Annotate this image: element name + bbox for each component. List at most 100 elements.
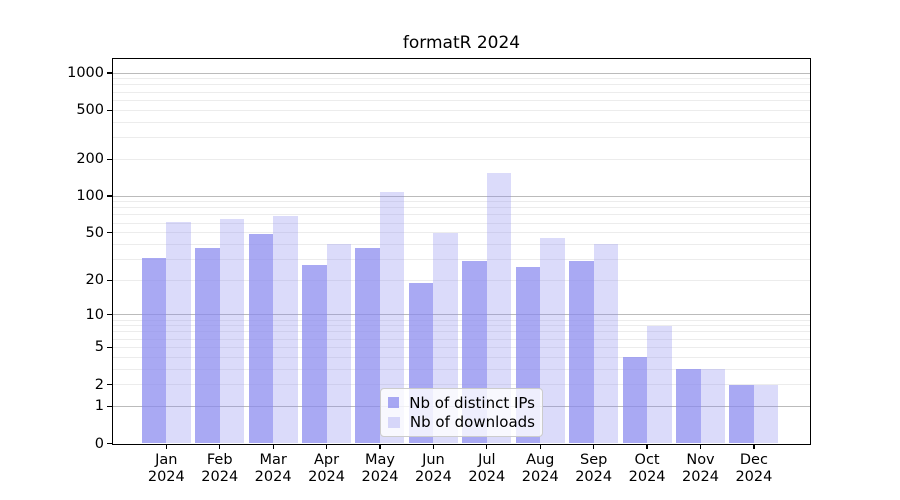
y-tick-label: 100 bbox=[76, 188, 104, 204]
chart-title: formatR 2024 bbox=[402, 33, 521, 53]
bar-apr-2024-downloads bbox=[326, 244, 352, 444]
bar-feb-2024-distinct-ips bbox=[195, 248, 220, 444]
legend: Nb of distinct IPs Nb of downloads bbox=[380, 388, 543, 437]
x-tick-label: Mar 2024 bbox=[254, 451, 292, 485]
y-tick-label: 20 bbox=[85, 272, 104, 289]
minor-gridline bbox=[113, 232, 810, 234]
minor-gridline bbox=[113, 99, 810, 101]
minor-gridline bbox=[113, 109, 810, 111]
x-tick bbox=[165, 443, 167, 449]
bar-may-2024-distinct-ips bbox=[355, 248, 380, 444]
x-tick bbox=[486, 443, 488, 449]
x-tick-label: Jun 2024 bbox=[414, 451, 452, 485]
minor-gridline bbox=[113, 258, 810, 260]
y-tick-label: 0 bbox=[94, 435, 104, 452]
x-tick-label: Jul 2024 bbox=[468, 451, 506, 485]
x-tick bbox=[593, 443, 595, 449]
x-tick bbox=[699, 443, 702, 449]
bar-sep-2024-downloads bbox=[593, 244, 619, 444]
bar-nov-2024-downloads bbox=[700, 369, 725, 444]
y-tick bbox=[107, 383, 113, 386]
minor-gridline bbox=[113, 356, 810, 358]
y-tick bbox=[107, 109, 113, 111]
y-tick bbox=[107, 195, 113, 197]
y-tick-label: 10 bbox=[85, 306, 104, 323]
y-tick-label: 500 bbox=[76, 102, 104, 119]
bar-mar-2024-downloads bbox=[273, 216, 298, 444]
bar-oct-2024-distinct-ips bbox=[622, 357, 648, 444]
legend-item-downloads: Nb of downloads bbox=[388, 413, 535, 431]
legend-label-distinct-ips: Nb of distinct IPs bbox=[409, 393, 535, 412]
minor-gridline bbox=[113, 368, 810, 370]
minor-gridline bbox=[113, 325, 810, 327]
y-tick bbox=[107, 346, 113, 348]
x-tick-label: Oct 2024 bbox=[628, 451, 666, 485]
bar-nov-2024-distinct-ips bbox=[676, 369, 701, 444]
x-tick bbox=[432, 443, 434, 449]
minor-gridline bbox=[113, 243, 810, 245]
legend-label-downloads: Nb of downloads bbox=[409, 413, 535, 432]
minor-gridline bbox=[113, 136, 810, 138]
minor-gridline bbox=[113, 331, 810, 333]
x-tick-label: Dec 2024 bbox=[735, 451, 773, 485]
y-tick-label: 1 bbox=[94, 398, 104, 415]
x-tick bbox=[539, 443, 541, 449]
x-tick bbox=[379, 443, 381, 449]
y-tick bbox=[107, 279, 113, 281]
x-tick-label: Apr 2024 bbox=[308, 451, 345, 485]
minor-gridline bbox=[113, 346, 810, 348]
minor-gridline bbox=[113, 78, 810, 80]
y-tick-label: 5 bbox=[94, 339, 104, 356]
minor-gridline bbox=[113, 121, 810, 123]
plot-area bbox=[113, 59, 810, 444]
x-tick-label: Nov 2024 bbox=[682, 451, 719, 485]
bar-jan-2024-downloads bbox=[166, 222, 191, 444]
bar-aug-2024-downloads bbox=[540, 238, 565, 444]
y-tick bbox=[107, 158, 113, 160]
x-tick bbox=[219, 443, 221, 449]
minor-gridline bbox=[113, 279, 810, 281]
x-tick-label: May 2024 bbox=[361, 451, 399, 485]
x-tick bbox=[325, 443, 328, 449]
minor-gridline bbox=[113, 91, 810, 93]
y-tick bbox=[107, 232, 113, 234]
bar-jan-2024-distinct-ips bbox=[141, 257, 167, 444]
minor-gridline bbox=[113, 214, 810, 216]
bar-oct-2024-downloads bbox=[647, 325, 672, 444]
y-tick-label: 2 bbox=[94, 376, 104, 393]
minor-gridline bbox=[113, 222, 810, 224]
y-tick bbox=[107, 314, 113, 316]
y-tick-label: 200 bbox=[76, 151, 104, 168]
legend-swatch-distinct-ips bbox=[388, 397, 400, 409]
bar-sep-2024-distinct-ips bbox=[569, 261, 594, 444]
y-tick-label: 1000 bbox=[67, 65, 104, 81]
bar-dec-2024-distinct-ips bbox=[729, 384, 754, 444]
bar-mar-2024-distinct-ips bbox=[248, 233, 274, 444]
major-gridline bbox=[113, 72, 810, 74]
x-tick bbox=[646, 443, 648, 449]
minor-gridline bbox=[113, 207, 810, 209]
x-tick-label: Jan 2024 bbox=[147, 451, 185, 485]
major-gridline bbox=[113, 314, 810, 316]
major-gridline bbox=[113, 195, 810, 197]
x-tick-label: Feb 2024 bbox=[201, 451, 239, 485]
bar-dec-2024-downloads bbox=[753, 384, 779, 444]
minor-gridline bbox=[113, 158, 810, 160]
legend-swatch-downloads bbox=[388, 416, 400, 428]
bar-apr-2024-distinct-ips bbox=[302, 264, 327, 444]
x-tick bbox=[753, 443, 755, 449]
legend-item-distinct-ips: Nb of distinct IPs bbox=[388, 394, 535, 412]
y-tick-label: 50 bbox=[85, 224, 104, 241]
x-tick-label: Aug 2024 bbox=[521, 451, 559, 485]
minor-gridline bbox=[113, 319, 810, 321]
minor-gridline bbox=[113, 384, 810, 386]
minor-gridline bbox=[113, 84, 810, 86]
minor-gridline bbox=[113, 338, 810, 340]
y-tick bbox=[107, 405, 113, 407]
y-tick bbox=[107, 442, 113, 445]
minor-gridline bbox=[113, 201, 810, 203]
x-tick-label: Sep 2024 bbox=[575, 451, 613, 485]
bar-feb-2024-downloads bbox=[219, 218, 245, 444]
x-tick bbox=[272, 443, 274, 449]
